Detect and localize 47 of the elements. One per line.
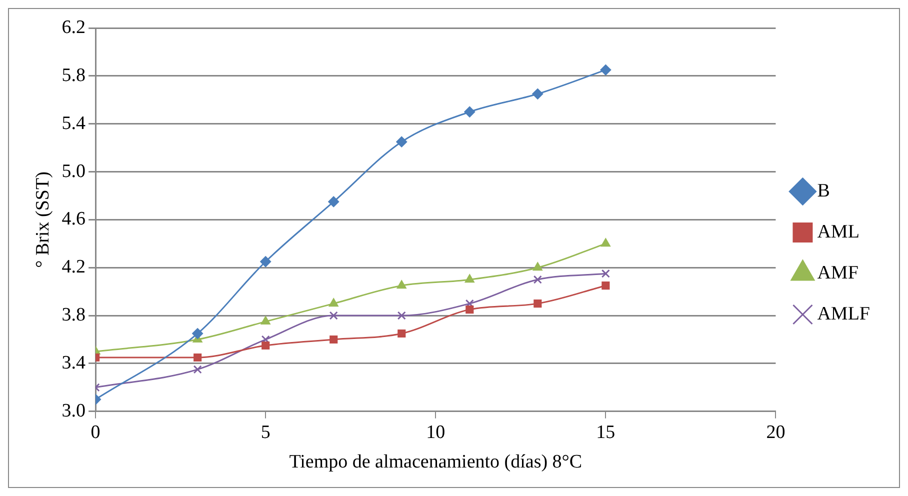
point: [600, 238, 610, 247]
point: [261, 335, 270, 344]
y-tick-label: 4.6: [62, 208, 86, 230]
legend-label: AML: [817, 221, 860, 242]
y-tick-label: 4.2: [62, 256, 86, 278]
point: [532, 88, 544, 100]
point: [396, 280, 406, 289]
y-tick-label: 5.4: [62, 112, 86, 134]
legend-label: AMF: [817, 262, 858, 284]
x-tick-label: 0: [90, 422, 100, 443]
point: [260, 316, 270, 325]
point: [328, 196, 340, 208]
y-tick-label: 5.8: [62, 64, 86, 86]
point: [464, 274, 474, 283]
y-tick-label: 3.8: [62, 304, 86, 326]
point: [330, 335, 338, 344]
point: [601, 269, 610, 278]
x-tick-label: 15: [596, 422, 616, 443]
point: [533, 275, 542, 284]
point: [194, 353, 202, 362]
y-tick-label: 3.0: [62, 400, 86, 422]
x-tick-label: 20: [766, 422, 786, 443]
x-tick-label: 5: [260, 422, 270, 443]
point: [398, 329, 406, 338]
point: [260, 256, 272, 268]
point: [193, 365, 202, 374]
legend-label: B: [817, 180, 830, 202]
y-tick-label: 6.2: [62, 16, 86, 38]
point: [602, 282, 610, 290]
y-tick-label: 5.0: [62, 160, 86, 182]
point: [396, 136, 408, 148]
point: [532, 262, 542, 271]
y-tick-label: 3.4: [62, 352, 86, 374]
point: [464, 106, 476, 118]
x-tick-label: 10: [426, 422, 446, 443]
point: [534, 300, 542, 308]
point: [262, 341, 270, 350]
point: [397, 311, 406, 320]
point: [328, 298, 338, 307]
x-axis-title: Tiempo de almacenamiento (días) 8°C: [289, 452, 582, 473]
point: [329, 311, 338, 320]
y-axis-title: ° Brix (SST): [32, 172, 54, 268]
point: [466, 306, 474, 314]
point: [465, 299, 474, 308]
point: [192, 328, 204, 340]
point: [600, 64, 612, 76]
legend-label: AMLF: [817, 303, 870, 324]
